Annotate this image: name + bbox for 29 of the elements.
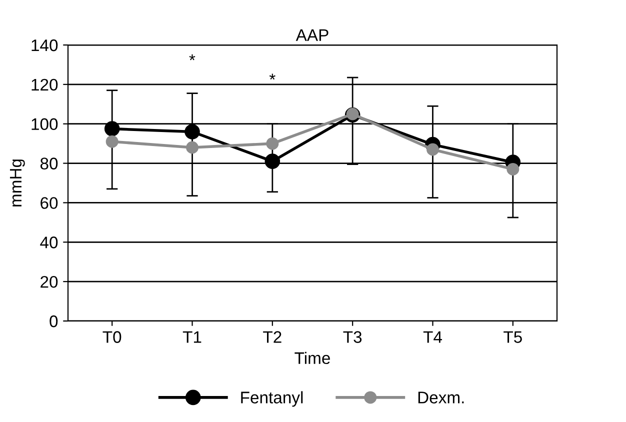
y-tick-label: 100 [32, 118, 58, 130]
y-tick-label: 140 [32, 39, 58, 52]
point [506, 162, 520, 176]
point [186, 141, 199, 154]
point [184, 124, 200, 140]
point [266, 137, 279, 150]
point [106, 135, 118, 148]
x-tick-label: T1 [182, 331, 202, 343]
y-tick-label: 60 [40, 197, 58, 209]
point [264, 154, 280, 169]
x-tick-label: T3 [343, 331, 362, 343]
chart-title: AAP [296, 29, 328, 41]
legend-label: Fentanyl [241, 391, 303, 407]
annotation: * [269, 74, 276, 80]
y-tick-label: 0 [50, 315, 58, 328]
x-tick-label: T2 [263, 331, 282, 343]
point [104, 121, 120, 136]
y-tick-label: 20 [40, 276, 58, 288]
x-axis-title: Time [294, 352, 330, 364]
y-tick-label: 120 [32, 78, 58, 91]
annotation: * [189, 54, 196, 60]
y-tick-label: 40 [40, 236, 58, 248]
x-tick-label: T5 [504, 331, 522, 343]
y-tick-label: 80 [40, 158, 58, 170]
point [426, 143, 439, 156]
x-tick-label: T4 [423, 331, 442, 343]
y-axis-title: mmHg [10, 160, 25, 206]
x-tick-label: T0 [102, 331, 122, 343]
legend-label: Dexm. [418, 392, 464, 404]
